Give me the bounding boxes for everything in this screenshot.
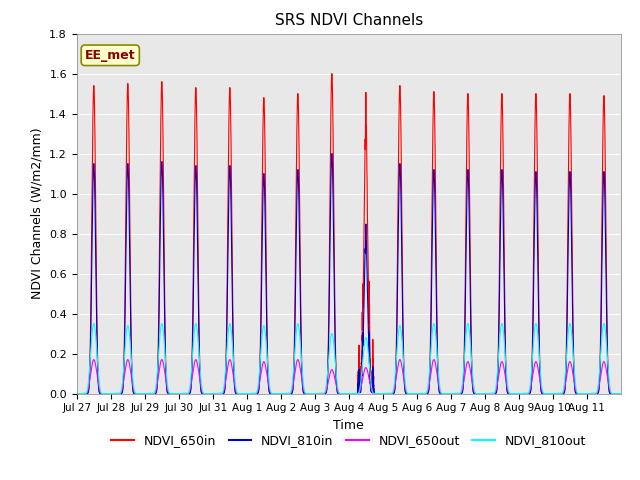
NDVI_810in [73,391,81,396]
NDVI_650in [525,391,532,396]
NDVI_650out [398,365,406,371]
NDVI_650out [525,390,532,396]
NDVI_810in [525,391,532,396]
NDVI_810out [539,389,547,395]
NDVI_650in [369,358,377,364]
NDVI_650out [186,388,193,394]
NDVI_810in [498,167,506,173]
NDVI_650in [398,239,406,245]
NDVI_810out [498,321,506,326]
NDVI_650in [498,91,506,97]
Text: EE_met: EE_met [85,49,136,62]
NDVI_650in [186,391,193,396]
NDVI_650out [369,390,377,396]
NDVI_810out [186,385,193,391]
NDVI_650in [539,391,547,396]
Y-axis label: NDVI Channels (W/m2/mm): NDVI Channels (W/m2/mm) [31,128,44,300]
NDVI_650out [617,391,625,396]
Line: NDVI_650out: NDVI_650out [77,360,621,394]
Line: NDVI_810in: NDVI_810in [77,154,621,394]
NDVI_810in [369,374,377,380]
NDVI_810in [186,391,193,396]
NDVI_810out [525,390,532,396]
NDVI_810out [73,391,81,396]
NDVI_810in [398,277,406,283]
NDVI_650out [539,390,547,396]
X-axis label: Time: Time [333,419,364,432]
NDVI_650out [73,391,81,396]
NDVI_810out [398,338,406,344]
NDVI_810in [539,391,547,396]
NDVI_650in [73,391,81,396]
NDVI_810in [328,151,336,156]
NDVI_810out [369,390,377,396]
Line: NDVI_810out: NDVI_810out [77,324,621,394]
NDVI_810out [617,391,625,396]
NDVI_650in [328,71,336,76]
NDVI_810in [617,391,625,396]
Line: NDVI_650in: NDVI_650in [77,73,621,394]
Legend: NDVI_650in, NDVI_810in, NDVI_650out, NDVI_810out: NDVI_650in, NDVI_810in, NDVI_650out, NDV… [106,429,591,452]
Title: SRS NDVI Channels: SRS NDVI Channels [275,13,423,28]
NDVI_650out [498,359,506,364]
NDVI_810out [90,321,98,326]
NDVI_650in [617,391,625,396]
NDVI_650out [90,357,98,362]
